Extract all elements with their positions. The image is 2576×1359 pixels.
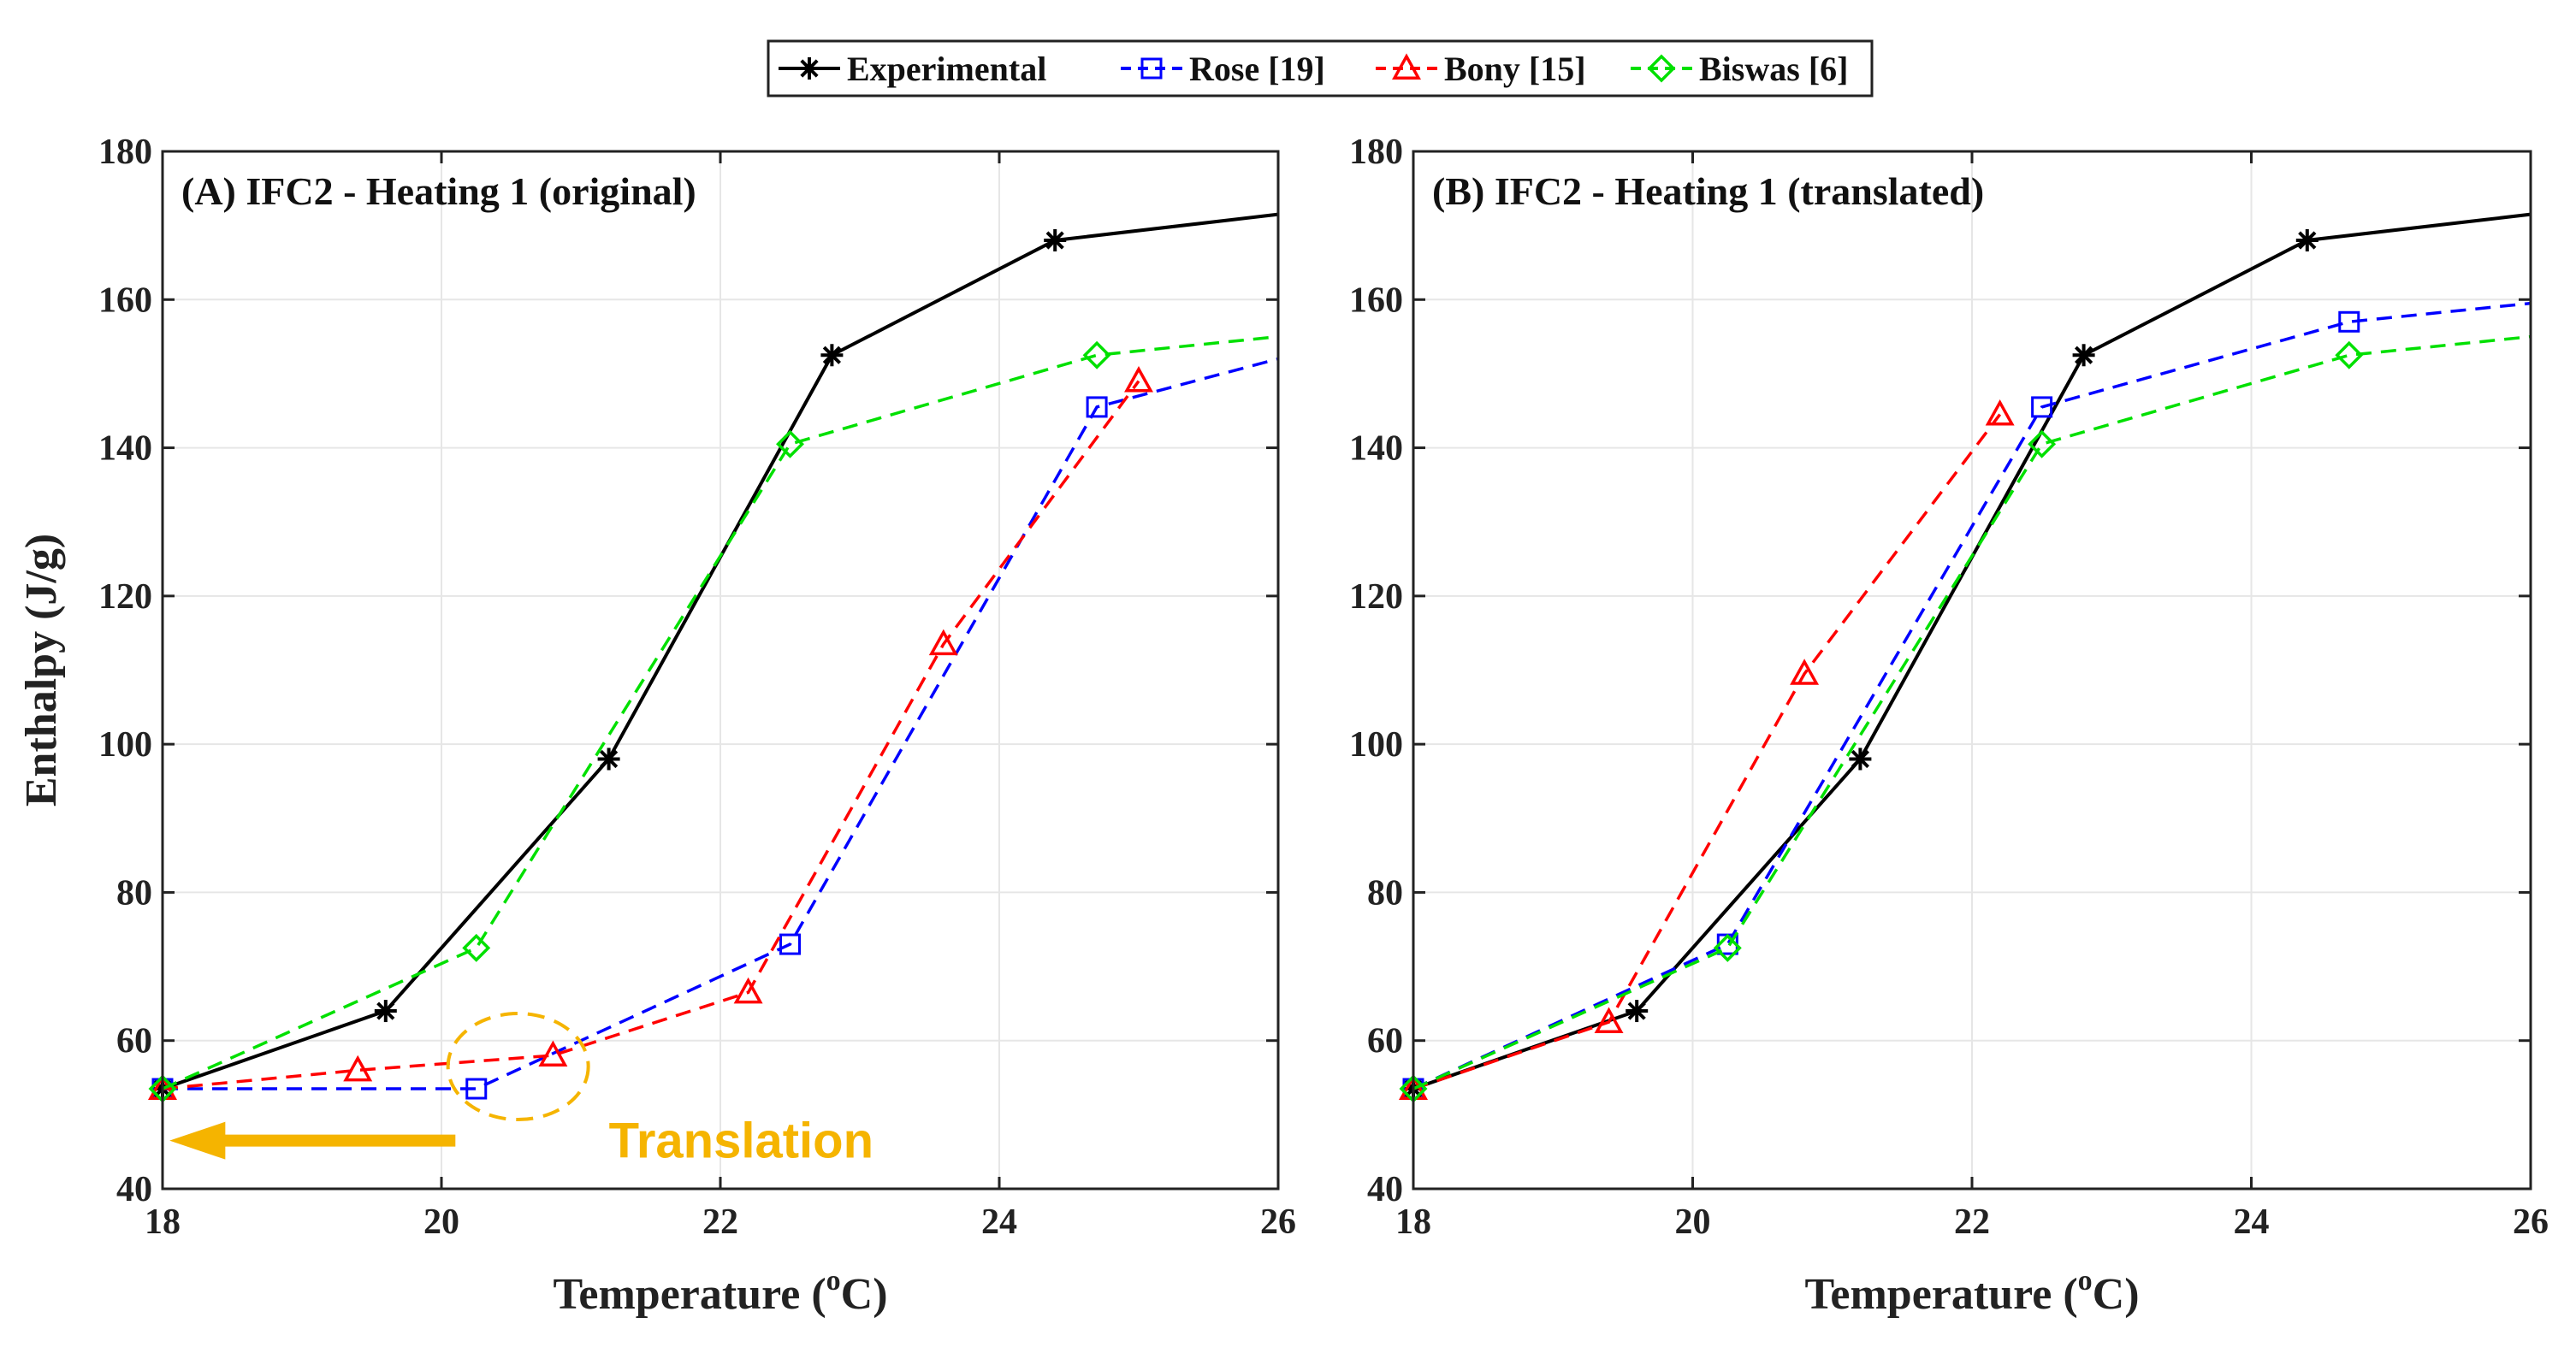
translation-label: Translation — [609, 1114, 873, 1169]
legend-rose-label: Rose [19] — [1189, 50, 1325, 88]
chart-a-rose-line — [163, 357, 1279, 1090]
chart-a-rose-point — [465, 1078, 488, 1100]
legend-bony-marker — [1392, 53, 1421, 80]
chart-b-ytick-label: 40 — [1367, 1170, 1403, 1209]
chart-b-series-experimental — [1402, 212, 2532, 1101]
chart-a-biswas-line — [162, 334, 1279, 1090]
chart-b-ytick-label: 120 — [1349, 577, 1403, 617]
chart-a-ytick-label: 160 — [98, 281, 152, 320]
chart-b-title: (B) IFC2 - Heating 1 (translated) — [1432, 169, 1984, 213]
chart-b-bony-point — [1594, 1007, 1624, 1034]
chart-a-bony-point — [1124, 365, 1153, 393]
chart-a-ytick-label: 40 — [116, 1170, 152, 1209]
chart-b-ytick-label: 160 — [1349, 281, 1403, 320]
chart-b: 18 20 22 24 26 40 60 80 100 120 140 160 180 (B) IFC2 … — [1349, 133, 2549, 1319]
chart-a-ytick-label: 80 — [116, 873, 152, 913]
legend-bony-label: Bony [15] — [1444, 50, 1586, 88]
chart-a-experimental-point — [597, 747, 620, 771]
chart-a-ytick-label: 180 — [98, 133, 152, 172]
chart-b-xtick-label: 26 — [2513, 1202, 2549, 1242]
chart-b-xlabel: Temperature (oC) — [1804, 1265, 2139, 1319]
legend-biswas-label: Biswas [6] — [1699, 50, 1848, 88]
chart-a-experimental-point — [374, 1000, 397, 1023]
chart-a-rose-point — [1086, 396, 1108, 418]
legend-rose-marker — [1140, 57, 1163, 80]
chart-b-biswas-line — [1412, 334, 2532, 1090]
chart-b-ytick-label: 60 — [1367, 1022, 1403, 1061]
chart-b-biswas-point — [1713, 933, 1742, 962]
legend-entry-experimental: Experimental — [779, 50, 1046, 88]
chart-a-xtick-label: 18 — [145, 1202, 181, 1242]
chart-a-xtick-label: 22 — [702, 1202, 738, 1242]
chart-b-ytick-label: 140 — [1349, 429, 1403, 469]
legend-entry-bony: Bony [15] — [1376, 50, 1586, 88]
chart-b-experimental-point — [2072, 344, 2095, 367]
chart-b-series-rose — [1402, 301, 2532, 1100]
legend-biswas-marker — [1647, 54, 1676, 83]
chart-b-rose-line — [1412, 301, 2532, 1090]
chart-b-bony-point — [1790, 659, 1820, 685]
chart-a-experimental-point — [1044, 228, 1067, 251]
chart-b-xtick-label: 18 — [1395, 1202, 1431, 1242]
chart-b-rose-point — [2338, 310, 2360, 333]
chart-b-rose-point — [2031, 396, 2053, 418]
chart-b-experimental-point — [2295, 228, 2318, 251]
chart-a-ylabel: Enthalpy (J/g) — [17, 534, 66, 807]
chart-b-biswas-point — [2335, 340, 2364, 369]
chart-a-series-bony — [148, 365, 1153, 1100]
legend-experimental-label: Experimental — [847, 50, 1046, 88]
translation-ellipse — [446, 1012, 590, 1122]
chart-a-xlabel: Temperature (oC) — [553, 1265, 887, 1319]
chart-b-xtick-label: 22 — [1954, 1202, 1990, 1242]
chart-b-series-bony — [1399, 399, 2015, 1100]
chart-b-ytick-label: 80 — [1367, 873, 1403, 913]
chart-a-xtick-label: 20 — [423, 1202, 459, 1242]
chart-a-bony-point — [538, 1040, 568, 1067]
legend-entry-rose: Rose [19] — [1121, 50, 1325, 88]
chart-a-series-experimental — [151, 212, 1279, 1101]
legend-experimental-marker — [798, 57, 820, 80]
chart-a-bony-line — [162, 380, 1140, 1090]
chart-a-biswas-point — [776, 429, 804, 458]
chart-a-series-biswas — [148, 334, 1279, 1103]
chart-b-biswas-point — [2028, 429, 2057, 458]
chart-b-grid — [1412, 151, 2532, 1190]
chart-a-series-rose — [151, 357, 1279, 1100]
chart-a-ytick-label: 60 — [116, 1022, 152, 1061]
chart-a-xtick-label: 26 — [1260, 1202, 1296, 1242]
legend-entry-biswas: Biswas [6] — [1631, 50, 1848, 88]
chart-b-experimental-point — [1626, 1000, 1649, 1023]
chart-a-rose-point — [779, 933, 801, 955]
chart-a-xtick-label: 24 — [981, 1202, 1017, 1242]
chart-b-xtick-label: 20 — [1675, 1202, 1711, 1242]
chart-a-ytick-label: 120 — [98, 577, 152, 617]
chart-a: 18 20 22 24 26 40 60 80 100 120 140 160 180 (A) IFC2 … — [17, 133, 1296, 1319]
chart-b-series-biswas — [1399, 334, 2532, 1103]
chart-b-ytick-label: 100 — [1349, 725, 1403, 765]
chart-b-experimental-point — [1849, 747, 1872, 771]
chart-a-biswas-point — [462, 933, 491, 962]
chart-a-bony-point — [928, 629, 958, 656]
chart-a-biswas-point — [1082, 340, 1111, 369]
chart-a-ytick-label: 100 — [98, 725, 152, 765]
chart-a-bony-point — [733, 977, 763, 1004]
chart-a-translation-annotation: Translation — [169, 1012, 873, 1169]
translation-arrow-head — [169, 1121, 226, 1160]
chart-b-xtick-label: 24 — [2234, 1202, 2270, 1242]
chart-a-experimental-point — [820, 344, 844, 367]
chart-a-ytick-label: 140 — [98, 429, 152, 469]
chart-a-bony-point — [343, 1055, 373, 1082]
chart-a-title: (A) IFC2 - Heating 1 (original) — [181, 169, 696, 213]
chart-b-bony-line — [1412, 413, 2002, 1090]
chart-b-bony-point — [1985, 399, 2015, 426]
chart-a-grid — [162, 151, 1279, 1190]
chart-b-ytick-label: 180 — [1349, 133, 1403, 172]
legend: Experimental Rose [19] Bony [15] Biswas [6] — [767, 39, 1874, 97]
